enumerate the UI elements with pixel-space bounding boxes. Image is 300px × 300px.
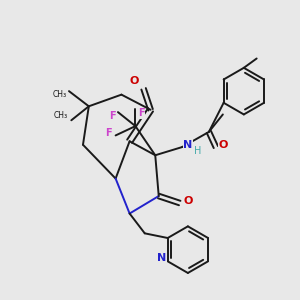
Text: F: F: [109, 111, 116, 121]
Text: O: O: [218, 140, 227, 150]
Text: F: F: [105, 128, 112, 138]
Text: F: F: [138, 108, 145, 118]
Text: H: H: [194, 146, 201, 156]
Text: CH₃: CH₃: [54, 111, 68, 120]
Text: O: O: [183, 196, 193, 206]
Text: O: O: [130, 76, 139, 85]
Text: N: N: [183, 140, 193, 150]
Text: CH₃: CH₃: [52, 90, 67, 99]
Text: N: N: [157, 253, 167, 263]
